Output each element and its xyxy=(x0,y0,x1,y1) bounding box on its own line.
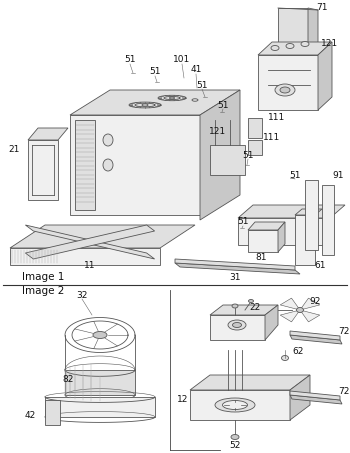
Ellipse shape xyxy=(301,42,309,47)
Text: 21: 21 xyxy=(8,145,20,154)
Text: 32: 32 xyxy=(76,290,88,299)
Text: 82: 82 xyxy=(62,376,74,385)
Text: 22: 22 xyxy=(249,304,261,313)
Polygon shape xyxy=(75,120,95,210)
Polygon shape xyxy=(295,209,322,215)
Polygon shape xyxy=(318,42,332,110)
Polygon shape xyxy=(238,218,330,245)
Text: 51: 51 xyxy=(242,150,254,159)
Ellipse shape xyxy=(192,99,198,101)
Polygon shape xyxy=(305,180,318,250)
Polygon shape xyxy=(248,140,262,155)
Polygon shape xyxy=(280,298,300,310)
Polygon shape xyxy=(265,305,278,340)
Ellipse shape xyxy=(248,299,253,303)
Polygon shape xyxy=(10,225,195,248)
Polygon shape xyxy=(295,215,315,265)
Polygon shape xyxy=(290,335,342,344)
Text: 51: 51 xyxy=(289,170,301,179)
Polygon shape xyxy=(210,305,278,315)
Text: Image 1: Image 1 xyxy=(22,272,64,282)
Ellipse shape xyxy=(280,87,290,93)
Polygon shape xyxy=(10,248,160,265)
Polygon shape xyxy=(290,395,342,404)
Text: 121: 121 xyxy=(321,39,338,48)
Polygon shape xyxy=(26,225,155,259)
Ellipse shape xyxy=(231,434,239,439)
Polygon shape xyxy=(175,259,295,270)
Polygon shape xyxy=(258,42,332,55)
Text: 72: 72 xyxy=(338,328,350,337)
Text: 111: 111 xyxy=(268,114,286,122)
Polygon shape xyxy=(280,310,300,322)
Ellipse shape xyxy=(223,400,247,410)
Polygon shape xyxy=(28,128,68,140)
Text: 61: 61 xyxy=(314,260,326,270)
Polygon shape xyxy=(190,375,310,390)
Text: Image 2: Image 2 xyxy=(22,286,64,296)
Text: 71: 71 xyxy=(316,4,328,13)
Ellipse shape xyxy=(275,84,295,96)
Ellipse shape xyxy=(232,304,238,308)
Polygon shape xyxy=(290,391,340,400)
Polygon shape xyxy=(248,222,285,230)
Text: 121: 121 xyxy=(209,127,226,136)
Text: 51: 51 xyxy=(196,81,208,90)
Polygon shape xyxy=(238,205,345,218)
Polygon shape xyxy=(70,115,200,215)
Text: 52: 52 xyxy=(229,440,241,449)
Text: 11: 11 xyxy=(84,261,96,270)
Polygon shape xyxy=(28,140,58,200)
Text: 51: 51 xyxy=(217,101,229,110)
Ellipse shape xyxy=(103,134,113,146)
Polygon shape xyxy=(45,400,60,425)
Text: 41: 41 xyxy=(190,66,202,74)
Text: 101: 101 xyxy=(173,56,191,64)
Ellipse shape xyxy=(142,104,148,106)
Ellipse shape xyxy=(215,398,255,412)
Polygon shape xyxy=(322,185,334,255)
Text: 51: 51 xyxy=(124,56,136,64)
Ellipse shape xyxy=(232,323,241,328)
Polygon shape xyxy=(290,331,340,340)
Text: 72: 72 xyxy=(338,387,350,396)
Text: 51: 51 xyxy=(237,217,249,226)
Text: 92: 92 xyxy=(309,298,321,307)
Polygon shape xyxy=(308,8,318,57)
Ellipse shape xyxy=(281,356,288,361)
Ellipse shape xyxy=(228,320,246,330)
Text: 12: 12 xyxy=(177,395,189,405)
Polygon shape xyxy=(65,370,135,395)
Polygon shape xyxy=(45,397,155,417)
Ellipse shape xyxy=(286,43,294,48)
Text: 62: 62 xyxy=(292,347,304,357)
Polygon shape xyxy=(70,90,240,115)
Polygon shape xyxy=(278,8,308,55)
Polygon shape xyxy=(190,390,290,420)
Polygon shape xyxy=(175,263,300,274)
Polygon shape xyxy=(300,310,320,322)
Text: 81: 81 xyxy=(255,254,267,262)
Ellipse shape xyxy=(103,159,113,171)
Ellipse shape xyxy=(271,45,279,50)
Polygon shape xyxy=(278,222,285,252)
Polygon shape xyxy=(200,90,240,220)
Text: 91: 91 xyxy=(332,170,344,179)
Text: 111: 111 xyxy=(263,134,281,143)
Ellipse shape xyxy=(296,308,303,313)
Text: 31: 31 xyxy=(229,274,241,283)
Polygon shape xyxy=(248,118,262,138)
Text: 42: 42 xyxy=(25,410,36,419)
Polygon shape xyxy=(210,145,245,175)
Polygon shape xyxy=(258,55,318,110)
Polygon shape xyxy=(248,230,278,252)
Ellipse shape xyxy=(169,97,175,99)
Ellipse shape xyxy=(93,332,107,338)
Text: 51: 51 xyxy=(149,67,161,77)
Polygon shape xyxy=(210,315,265,340)
Polygon shape xyxy=(26,225,155,259)
Polygon shape xyxy=(300,298,320,310)
Polygon shape xyxy=(290,375,310,420)
